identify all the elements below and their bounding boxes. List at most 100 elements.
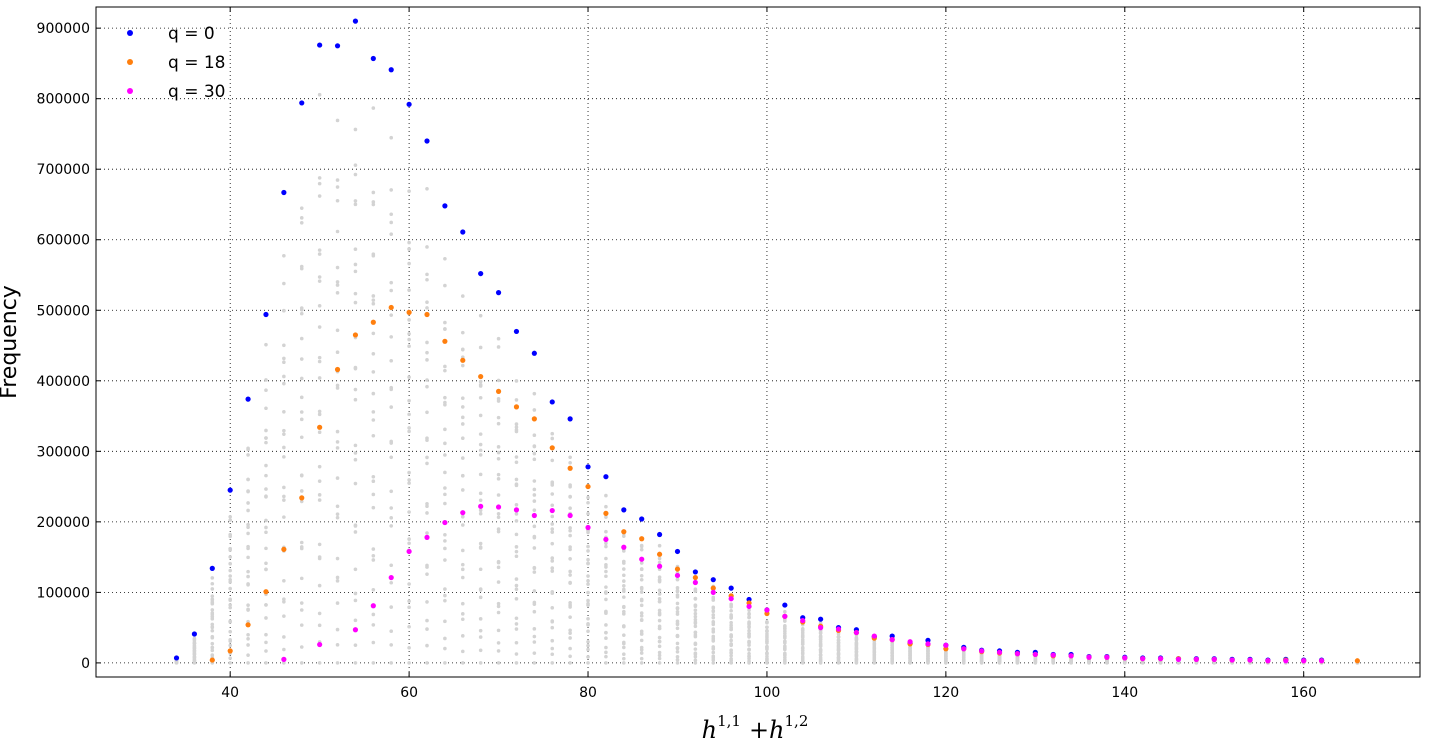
- series-2-point: [549, 507, 555, 514]
- background-point: [335, 440, 340, 444]
- background-point: [622, 640, 626, 645]
- x-tick-label: 80: [579, 685, 597, 701]
- background-point: [693, 617, 698, 622]
- background-point: [282, 599, 286, 604]
- background-point: [604, 623, 608, 627]
- background-point: [425, 563, 429, 568]
- background-point: [568, 506, 572, 511]
- background-point: [335, 579, 340, 583]
- background-point: [371, 200, 376, 204]
- background-point: [783, 651, 787, 656]
- background-point: [246, 643, 250, 647]
- background-point: [783, 624, 787, 628]
- background-point: [800, 633, 805, 637]
- background-point: [353, 247, 358, 252]
- background-point: [747, 628, 751, 633]
- background-point: [353, 199, 358, 203]
- series-1-point: [263, 589, 269, 595]
- background-point: [568, 569, 572, 574]
- series-0-point: [585, 464, 591, 470]
- background-point: [246, 489, 250, 493]
- background-point: [675, 577, 680, 582]
- background-point: [282, 409, 286, 414]
- background-point: [532, 565, 537, 570]
- background-point: [246, 653, 250, 657]
- background-point: [693, 603, 698, 607]
- background-point: [568, 573, 572, 577]
- background-point: [568, 661, 572, 665]
- background-point: [586, 661, 590, 665]
- background-point: [371, 391, 376, 396]
- background-point: [407, 318, 411, 322]
- background-point: [765, 644, 769, 649]
- background-point: [353, 451, 358, 455]
- background-point: [604, 574, 608, 579]
- background-point: [693, 620, 698, 625]
- background-point: [389, 335, 394, 339]
- background-point: [228, 619, 232, 623]
- background-point: [425, 378, 429, 382]
- background-point: [478, 617, 483, 621]
- background-point: [514, 554, 519, 559]
- background-point: [765, 641, 769, 645]
- background-point: [353, 262, 358, 267]
- background-point: [299, 499, 304, 504]
- background-point: [246, 632, 250, 637]
- background-point: [246, 546, 250, 551]
- background-point: [246, 661, 250, 665]
- background-point: [353, 163, 358, 167]
- background-point: [586, 655, 590, 659]
- background-point: [532, 493, 537, 497]
- background-point: [246, 446, 250, 451]
- background-point: [639, 573, 644, 578]
- background-point: [514, 483, 519, 488]
- background-point: [586, 623, 590, 627]
- background-point: [675, 586, 680, 590]
- background-point: [264, 473, 268, 478]
- background-point: [407, 288, 411, 292]
- background-point: [514, 512, 519, 516]
- series-2-point: [818, 625, 824, 631]
- background-point: [639, 645, 644, 650]
- series-0-point: [281, 189, 287, 196]
- background-point: [299, 311, 304, 316]
- background-point: [622, 661, 626, 665]
- background-point: [604, 585, 608, 589]
- background-point: [317, 498, 322, 502]
- background-point: [711, 638, 716, 643]
- background-point: [550, 569, 555, 573]
- background-point: [425, 618, 429, 623]
- background-point: [317, 412, 322, 417]
- series-1-point: [585, 483, 591, 490]
- background-point: [586, 549, 590, 553]
- series-0-point: [818, 616, 824, 622]
- background-point: [246, 569, 250, 574]
- background-point: [532, 640, 537, 644]
- background-point: [514, 477, 519, 482]
- background-point: [478, 448, 483, 453]
- background-point: [264, 640, 268, 645]
- background-point: [496, 472, 501, 477]
- background-point: [246, 636, 250, 641]
- series-1-point: [227, 648, 233, 654]
- background-point: [675, 634, 680, 638]
- background-point: [371, 553, 376, 558]
- background-point: [729, 620, 733, 625]
- background-point: [496, 527, 501, 531]
- background-point: [443, 368, 447, 373]
- background-point: [604, 611, 608, 616]
- background-point: [639, 638, 644, 643]
- series-0-point: [478, 270, 484, 277]
- background-point: [496, 450, 501, 455]
- series-0-point: [442, 203, 448, 209]
- background-point: [371, 351, 376, 356]
- background-point: [282, 635, 286, 639]
- background-point: [657, 612, 662, 617]
- series-2-point: [1050, 652, 1056, 658]
- background-point: [371, 301, 376, 306]
- series-2-point: [692, 579, 698, 586]
- background-point: [675, 654, 680, 659]
- background-point: [711, 620, 716, 625]
- background-point: [639, 611, 644, 615]
- background-point: [210, 641, 215, 646]
